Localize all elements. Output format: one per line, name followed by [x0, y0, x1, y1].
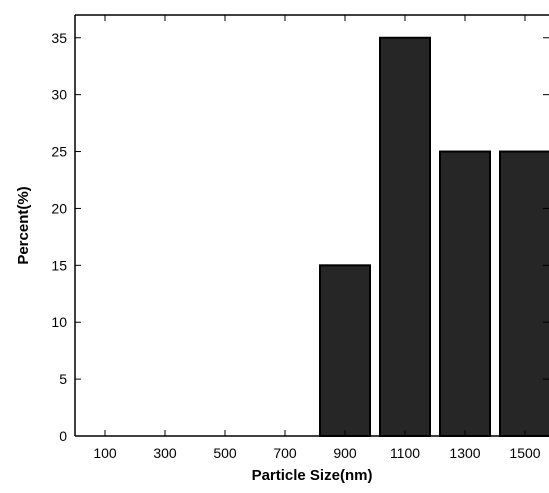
bars-group: [319, 36, 549, 438]
x-axis-label: Particle Size(nm): [252, 467, 373, 484]
y-tick-label: 20: [51, 200, 67, 216]
ticks-group: 0 5 10 15 20 25 30 35 100 300 500 700 900 1100 1300 150…: [51, 15, 549, 461]
axes-group: [74, 14, 549, 437]
y-axis-label: Percent(%): [15, 186, 32, 264]
x-tick-label: 1300: [449, 445, 480, 461]
y-tick-label: 25: [51, 144, 67, 160]
x-tick-label: 700: [273, 445, 297, 461]
x-tick-label: 300: [153, 445, 177, 461]
bar-900: [319, 264, 371, 437]
bar-1500: [499, 150, 549, 438]
x-tick-label: 100: [93, 445, 117, 461]
y-tick-label: 35: [51, 30, 67, 46]
x-tick-label: 1100: [390, 445, 420, 461]
y-tick-label: 30: [51, 87, 67, 103]
y-tick-label: 0: [59, 428, 67, 444]
x-tick-label: 500: [213, 445, 237, 461]
y-tick-label: 15: [51, 257, 67, 273]
x-tick-label: 900: [333, 445, 357, 461]
y-tick-label: 10: [51, 314, 67, 330]
bar-1300: [439, 150, 491, 438]
x-tick-label: 1500: [509, 445, 540, 461]
bar-1100: [379, 36, 431, 438]
y-tick-label: 5: [59, 371, 67, 387]
